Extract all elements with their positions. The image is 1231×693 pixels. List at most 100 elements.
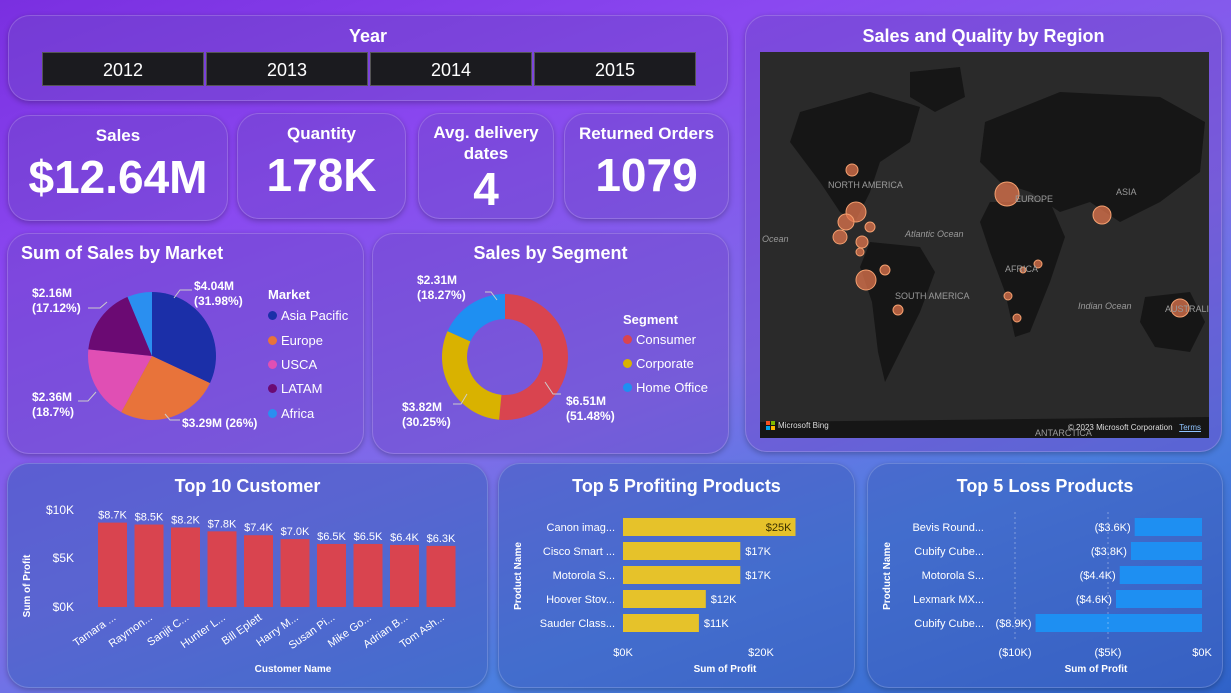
leader-line [164, 413, 180, 421]
customer-value-label: $7.0K [281, 526, 310, 538]
segment-slice-corporate[interactable] [442, 331, 502, 420]
legend-consumer[interactable]: Consumer [623, 332, 696, 347]
market-legend-title: Market [268, 287, 310, 302]
product-name-label: Motorola S... [553, 570, 615, 582]
product-bar[interactable] [623, 542, 741, 560]
legend-asia-pacific[interactable]: Asia Pacific [268, 308, 348, 323]
x-tick: ($10K) [998, 647, 1031, 659]
product-value-label: ($8.9K) [995, 618, 1031, 630]
map-label: ANTARCTICA [1035, 428, 1092, 438]
region-bubble [845, 163, 859, 177]
product-bar[interactable] [1035, 614, 1202, 632]
kpi-sales-card: Sales $12.64M [8, 115, 228, 221]
product-name-label: Lexmark MX... [913, 594, 984, 606]
customer-bar[interactable] [426, 545, 456, 607]
product-value-label: ($3.8K) [1091, 546, 1127, 558]
legend-dot [268, 311, 277, 320]
customer-bar[interactable] [207, 531, 237, 607]
region-bubble [1012, 313, 1022, 323]
kpi-sales-label: Sales [95, 126, 141, 145]
landmass-greenland [910, 67, 965, 112]
profit-bar-card: Top 5 Profiting Products Product Name Su… [498, 463, 855, 688]
product-value-label: ($4.6K) [1076, 594, 1112, 606]
year-button-2013[interactable]: 2013 [206, 52, 368, 86]
segment-label-consumer: $6.51M (51.48%) [566, 394, 615, 423]
kpi-quantity-card: Quantity 178K [237, 113, 406, 219]
customer-bar[interactable] [317, 543, 346, 607]
legend-latam[interactable]: LATAM [268, 381, 322, 396]
product-value-label: $25K [766, 522, 792, 534]
segment-legend-title: Segment [623, 312, 678, 327]
customer-bar[interactable] [98, 522, 127, 607]
legend-africa[interactable]: Africa [268, 406, 314, 421]
product-bar[interactable] [623, 566, 741, 584]
map-label: AFRICA [1005, 264, 1038, 274]
region-bubble [892, 304, 904, 316]
segment-slice-home-office[interactable] [447, 294, 505, 342]
map-area[interactable]: NORTH AMERICA EUROPE ASIA Atlantic Ocean… [760, 52, 1209, 438]
region-bubble [1019, 266, 1027, 274]
kpi-delivery-value: 4 [473, 163, 499, 215]
market-slice-europe[interactable] [121, 356, 210, 420]
x-tick: $20K [748, 647, 774, 659]
product-bar[interactable] [1134, 518, 1202, 536]
region-bubble [1170, 298, 1190, 318]
market-slice-latam[interactable] [88, 296, 152, 356]
product-bar[interactable] [623, 614, 699, 632]
legend-home-office[interactable]: Home Office [623, 380, 708, 395]
x-tick: $0K [1192, 647, 1212, 659]
landmass-australia [1140, 292, 1205, 352]
market-slice-africa[interactable] [127, 292, 152, 356]
customer-bar[interactable] [353, 543, 383, 607]
customer-bar[interactable] [390, 544, 419, 607]
customer-value-label: $7.8K [208, 518, 237, 530]
product-bar[interactable] [1119, 566, 1202, 584]
product-bar[interactable] [623, 518, 796, 536]
product-value-label: $11K [704, 618, 730, 630]
product-bar[interactable] [1130, 542, 1202, 560]
segment-label-home-office: $2.31M (18.27%) [417, 273, 466, 302]
market-pie-card: Sum of Sales by Market $4.04M (31.98%) $3… [7, 233, 364, 454]
product-name-label: Cubify Cube... [914, 618, 984, 630]
map-label: Indian Ocean [1078, 301, 1132, 311]
terms-link[interactable]: Terms [1179, 423, 1201, 432]
product-bar[interactable] [623, 590, 706, 608]
x-tick: ($5K) [1095, 647, 1122, 659]
customer-value-label: $8.7K [98, 510, 127, 522]
landmass-eurasia [980, 92, 1205, 222]
segment-label-corporate: $3.82M (30.25%) [402, 400, 451, 429]
legend-usca[interactable]: USCA [268, 357, 317, 372]
y-tick: $10K [46, 503, 74, 517]
legend-corporate[interactable]: Corporate [623, 356, 694, 371]
customer-bar[interactable] [280, 539, 310, 607]
segment-slice-consumer[interactable] [499, 294, 568, 420]
bing-logo: Microsoft Bing [766, 421, 829, 430]
legend-dot [623, 335, 632, 344]
product-bar[interactable] [1115, 590, 1202, 608]
customer-value-label: $6.5K [317, 531, 346, 543]
region-bubble [1092, 205, 1112, 225]
customer-value-label: $6.4K [390, 532, 419, 544]
legend-europe[interactable]: Europe [268, 333, 323, 348]
product-name-label: Hoover Stov... [546, 594, 615, 606]
kpi-returned-value: 1079 [595, 149, 698, 201]
customer-value-label: $6.3K [427, 533, 456, 545]
year-button-2015[interactable]: 2015 [534, 52, 696, 86]
year-button-2014[interactable]: 2014 [370, 52, 532, 86]
kpi-sales-value: $12.64M [28, 151, 208, 203]
region-bubble [855, 235, 869, 249]
region-bubble [855, 269, 877, 291]
product-name-label: Cisco Smart ... [543, 546, 615, 558]
customer-bar[interactable] [244, 535, 273, 607]
market-slice-asia-pacific[interactable] [152, 292, 216, 384]
market-slice-usca[interactable] [88, 349, 152, 413]
landmass-antarctica [760, 417, 1209, 438]
product-value-label: $17K [745, 570, 771, 582]
customer-bar[interactable] [134, 524, 164, 607]
leader-line [78, 391, 97, 402]
year-button-2012[interactable]: 2012 [42, 52, 204, 86]
loss-chart-title: Top 5 Loss Products [956, 476, 1134, 496]
customer-bar[interactable] [171, 527, 200, 607]
map-label: SOUTH AMERICA [895, 291, 970, 301]
product-name-label: Bevis Round... [912, 522, 984, 534]
